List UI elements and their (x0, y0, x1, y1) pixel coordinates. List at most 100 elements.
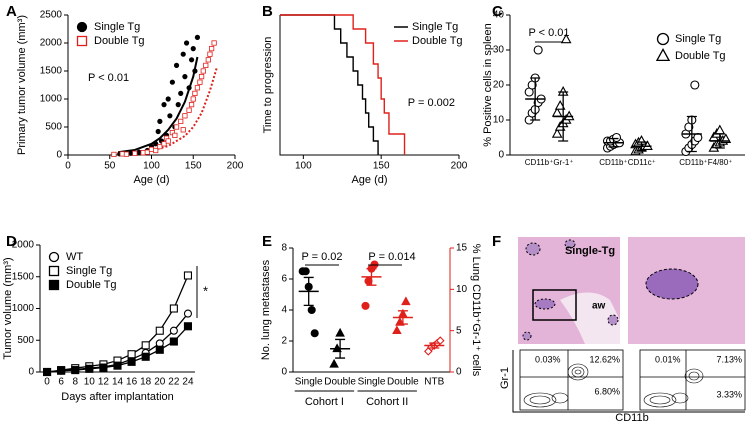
error-bar (608, 137, 619, 148)
error-bar (366, 268, 377, 286)
x-tick-label: NTB (424, 377, 444, 388)
x-tick-label: 200 (451, 161, 468, 172)
x-tick-label: CD11b⁺Gr-1⁺ (525, 158, 574, 167)
annotation: P = 0.002 (408, 97, 455, 109)
annotation: P = 0.014 (368, 251, 415, 263)
marker (183, 322, 193, 331)
quadrant-value: 6.80% (594, 386, 620, 396)
marker (182, 113, 188, 119)
marker (153, 141, 159, 147)
marker (119, 151, 125, 157)
airway-label: aw (592, 301, 606, 312)
marker (127, 350, 136, 359)
marker (186, 85, 192, 91)
marker (161, 102, 167, 108)
x-tick-label: 0 (44, 377, 50, 388)
marker (144, 149, 150, 155)
annotation: * (203, 283, 208, 298)
lesion (564, 239, 576, 249)
marker (611, 132, 622, 143)
marker (169, 79, 175, 85)
panel-f: F Single-Tg aw 0.03% 12.62% 6.80% 0.01% … (492, 233, 746, 424)
marker (173, 124, 180, 130)
y-tick-label: 1000 (12, 303, 35, 314)
marker (554, 100, 566, 110)
marker (85, 364, 94, 373)
marker (192, 90, 198, 96)
panel-letter: F (492, 233, 501, 250)
marker (209, 46, 215, 52)
y-tick-label: 2500 (40, 10, 63, 21)
annotation: P < 0.01 (528, 27, 569, 39)
x-tick-label: Double (324, 377, 356, 388)
marker (361, 301, 370, 310)
legend-label: Single Tg (675, 33, 721, 45)
y-tick-label: 0 (56, 150, 62, 161)
marker (57, 366, 66, 375)
y-axis-label: Tumor volume (mm³) (2, 257, 14, 359)
marker (141, 341, 150, 350)
x-tick-label: CD11b⁺CD11c⁺ (599, 158, 656, 167)
marker (71, 366, 80, 375)
marker (183, 271, 193, 280)
marker (140, 150, 146, 156)
marker (111, 151, 117, 158)
marker (392, 325, 402, 335)
lesion (607, 314, 619, 326)
marker (155, 326, 164, 335)
marker (329, 358, 339, 368)
error-bar (429, 342, 440, 349)
x-tick-label: 6 (58, 377, 64, 388)
legend-swatch (76, 35, 88, 47)
lesion (645, 268, 699, 300)
marker (180, 51, 186, 57)
y-tick-label: 2000 (40, 38, 63, 49)
marker (211, 40, 217, 46)
x-tick-label: 14 (112, 377, 124, 388)
marker (197, 79, 203, 85)
y-tick-label: 20 (493, 80, 505, 91)
x-tick-label: 22 (168, 377, 180, 388)
y-tick-label: 500 (45, 122, 62, 133)
marker (172, 132, 178, 138)
marker (188, 57, 195, 63)
legend-label: Double Tg (675, 50, 726, 62)
lesion (522, 331, 532, 341)
contours (523, 363, 704, 408)
marker (194, 85, 201, 91)
marker (551, 128, 563, 138)
marker (188, 102, 195, 108)
error-bar (397, 310, 408, 325)
x-tick-label: Double (387, 377, 419, 388)
marker (173, 62, 180, 69)
histology-label: Single-Tg (565, 245, 615, 257)
legend-swatch (655, 48, 671, 62)
marker (207, 51, 213, 57)
y2-tick-label: 5 (456, 325, 462, 336)
marker (175, 102, 181, 108)
legend-swatch (76, 21, 88, 33)
error-bar (686, 115, 697, 153)
marker (307, 305, 316, 315)
marker (155, 128, 161, 135)
marker (310, 329, 319, 338)
y-tick-label: 40 (493, 10, 505, 21)
quadrant-value: 12.62% (589, 354, 620, 364)
marker (401, 296, 411, 306)
marker (690, 80, 700, 90)
marker (203, 62, 209, 69)
legend-swatch (656, 32, 670, 46)
marker (560, 33, 572, 44)
panel-letter: D (6, 233, 17, 250)
panel-letter: E (262, 233, 272, 250)
marker (167, 113, 173, 119)
y-tick-label: 1000 (40, 94, 63, 105)
marker (335, 327, 345, 337)
marker (178, 118, 184, 124)
marker (42, 367, 52, 377)
legend-label: Single Tg (94, 21, 140, 33)
y-tick-label: 8 (281, 243, 287, 254)
x-tick-label: 16 (126, 377, 138, 388)
y-tick-label: 30 (493, 45, 505, 56)
annotation: P = 0.02 (301, 251, 342, 263)
